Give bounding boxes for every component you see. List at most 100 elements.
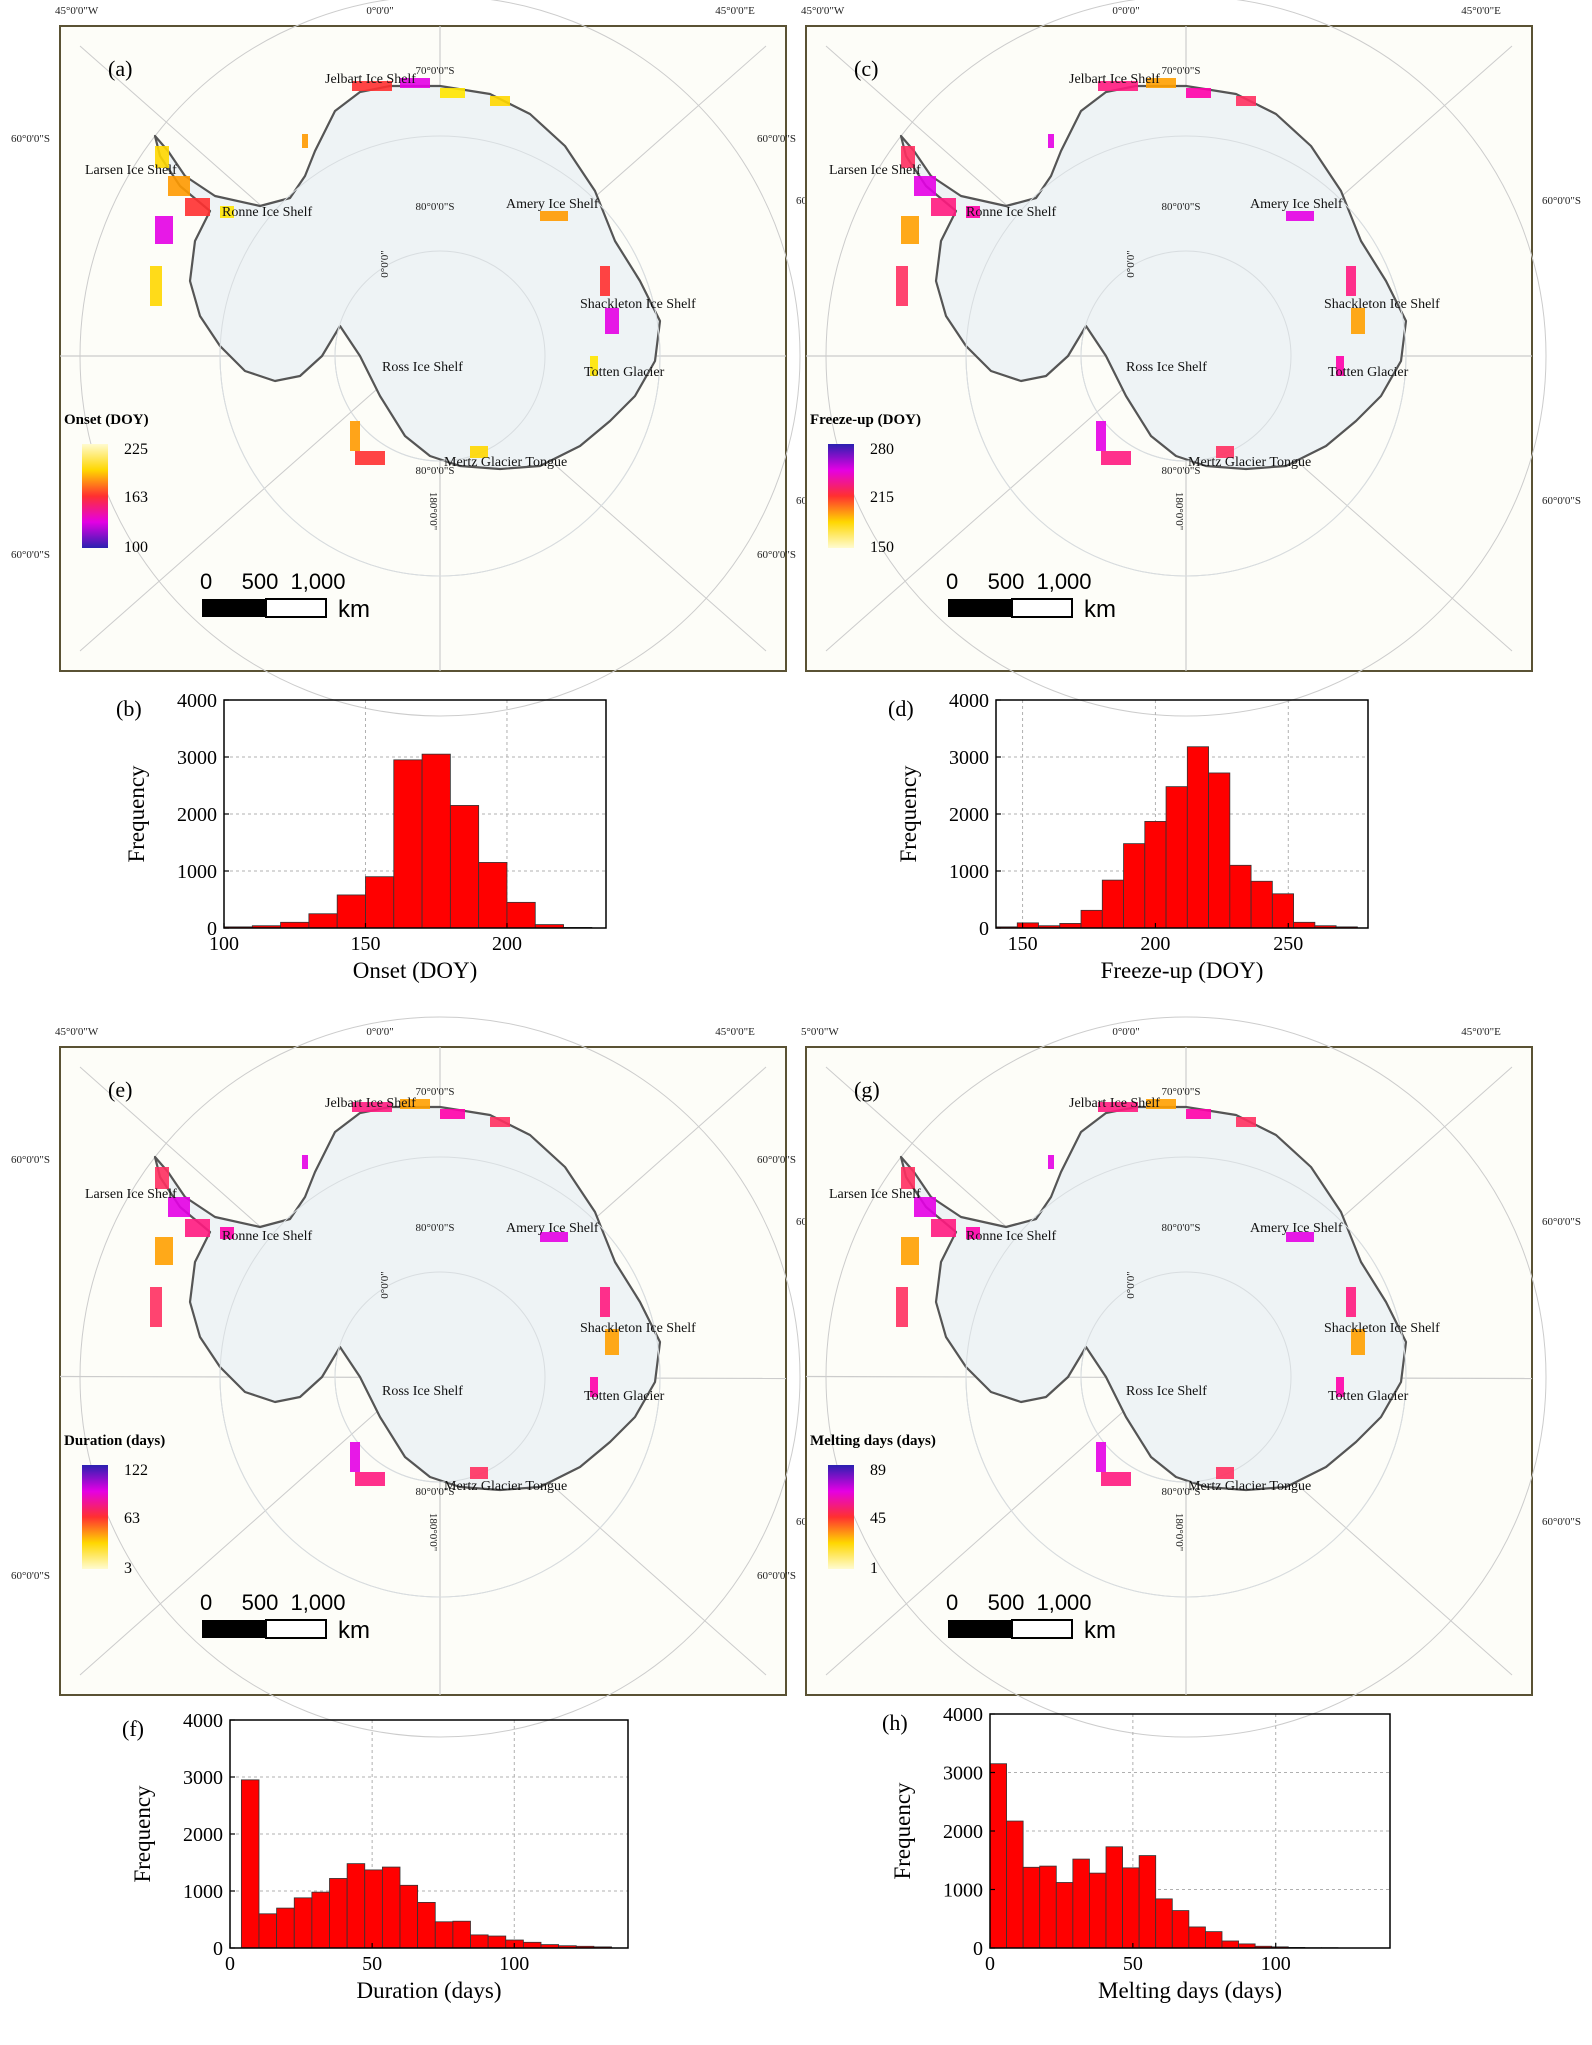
place-label-ross: Ross Ice Shelf <box>382 1384 463 1399</box>
histogram-bar <box>1293 921 1316 929</box>
latitude-circle <box>825 0 1547 717</box>
scalebar-black <box>948 599 1012 617</box>
histogram-bar <box>276 1907 295 1949</box>
melt-patch <box>931 198 956 216</box>
y-tick-label: 3000 <box>183 1767 223 1789</box>
histogram-bar <box>1072 1858 1090 1949</box>
histogram-bar <box>1229 864 1252 929</box>
histogram-bar <box>1105 1846 1123 1949</box>
melt-patch <box>540 211 568 221</box>
y-tick-label: 4000 <box>943 1704 983 1726</box>
place-label-shackleton: Shackleton Ice Shelf <box>580 297 696 312</box>
legend-mid: 215 <box>870 489 894 506</box>
melt-patch <box>490 96 510 106</box>
lat-label: 80°0'0"S <box>416 1486 455 1498</box>
place-label-ronne: Ronne Ice Shelf <box>222 205 313 220</box>
antarctica <box>150 1099 662 1598</box>
scalebar-1000: 1,000 <box>290 1590 345 1615</box>
histogram-bar <box>240 1779 260 1949</box>
panel-label: (b) <box>116 696 142 721</box>
lon-label: 45°0'0"E <box>1461 5 1501 17</box>
scalebar-white <box>265 598 327 618</box>
histogram-bar <box>1205 1931 1223 1949</box>
y-tick-label: 4000 <box>177 690 217 712</box>
legend-colorbar <box>82 444 108 548</box>
place-label-jelbart: Jelbart Ice Shelf <box>325 72 416 87</box>
histogram-bar <box>478 862 508 929</box>
place-label-totten: Totten Glacier <box>584 1389 665 1404</box>
lat-label: 80°0'0"S <box>1162 1486 1201 1498</box>
place-label-totten: Totten Glacier <box>1328 1389 1409 1404</box>
melt-patch <box>302 1155 308 1169</box>
legend-mid: 163 <box>124 489 148 506</box>
histogram-bar <box>280 921 310 929</box>
place-label-shackleton: Shackleton Ice Shelf <box>1324 1321 1440 1336</box>
histogram-bar <box>1039 1865 1057 1949</box>
y-tick-label: 1000 <box>949 861 989 883</box>
legend-mid: 45 <box>870 1510 886 1527</box>
histogram-bar <box>346 1863 366 1949</box>
melt-patch <box>914 176 936 196</box>
meridian-label: 0°0'0" <box>1125 250 1137 277</box>
lat-label: 60°0'0"S <box>11 1570 50 1582</box>
melt-patch <box>1351 1329 1365 1355</box>
lat-label: 70°0'0"S <box>1162 65 1201 77</box>
lon-label: 45°0'0"W <box>55 5 99 17</box>
melt-patch <box>1146 78 1176 88</box>
x-axis-label: Freeze-up (DOY) <box>1101 958 1264 983</box>
meridian-label: 180°0'0" <box>1173 492 1185 530</box>
melt-patch <box>168 1197 190 1217</box>
histogram-bar <box>434 1921 454 1949</box>
lat-label: 80°0'0"S <box>1162 465 1201 477</box>
legend-title: Duration (days) <box>64 1433 165 1449</box>
place-label-ronne: Ronne Ice Shelf <box>966 205 1057 220</box>
histogram-bar <box>1221 1940 1239 1949</box>
lat-label: 60°0'0"S <box>11 1154 50 1166</box>
scalebar-unit: km <box>338 596 370 623</box>
histogram-bar <box>989 1763 1007 1949</box>
y-tick-label: 2000 <box>177 804 217 826</box>
scalebar-white <box>1011 598 1073 618</box>
x-axis-label: Onset (DOY) <box>353 958 478 983</box>
scalebar-unit: km <box>338 1617 370 1644</box>
lat-label: 80°0'0"S <box>416 465 455 477</box>
place-label-larsen: Larsen Ice Shelf <box>85 1187 177 1202</box>
histogram-bar <box>1006 1820 1024 1949</box>
panel-label: (e) <box>108 1077 132 1102</box>
lon-label: 0°0'0" <box>1112 1026 1139 1038</box>
y-tick-label: 1000 <box>183 1881 223 1903</box>
map-panel: 45°0'0"W 0°0'0" 45°0'0"E 60°0'0"S 60°0'0"S 60… <box>757 0 1581 717</box>
melt-patch <box>590 356 598 376</box>
map-panel: 5°0'0"W 0°0'0" 45°0'0"E 60°0'0"S 60°0'0"S 60°… <box>757 1016 1581 1738</box>
scalebar-500: 500 <box>242 569 279 594</box>
place-label-shackleton: Shackleton Ice Shelf <box>580 1321 696 1336</box>
melt-patch <box>901 1167 915 1189</box>
lat-label: 80°0'0"S <box>1162 1222 1201 1234</box>
lat-label: 60°0'0"S <box>1542 1216 1581 1228</box>
melt-patch <box>1216 1467 1234 1479</box>
scalebar-1000: 1,000 <box>1036 569 1091 594</box>
panel-label: (h) <box>882 1710 908 1735</box>
histogram-bar <box>311 1891 330 1949</box>
y-tick-label: 0 <box>973 1938 983 1960</box>
y-tick-label: 4000 <box>949 690 989 712</box>
melt-patch <box>1351 308 1365 334</box>
place-label-mertz: Mertz Glacier Tongue <box>1188 1479 1311 1494</box>
scalebar-0: 0 <box>200 1590 212 1615</box>
latitude-circle <box>825 1016 1547 1738</box>
scalebar-black <box>202 599 266 617</box>
latitude-circle <box>1080 1271 1292 1483</box>
legend-max: 89 <box>870 1462 886 1479</box>
x-tick-label: 0 <box>225 1953 235 1975</box>
lat-label: 60°0'0"S <box>1542 495 1581 507</box>
melt-patch <box>400 1099 430 1109</box>
melt-patch <box>440 88 465 98</box>
melt-patch <box>1101 1472 1131 1486</box>
maps-layer: 45°0'0"W 0°0'0" 45°0'0"E 60°0'0"S 60°0'0"S 60… <box>11 0 1581 1738</box>
y-axis-label: Frequency <box>124 765 149 863</box>
place-label-amery: Amery Ice Shelf <box>1250 197 1343 212</box>
coastline <box>899 84 1408 471</box>
histogram-bar <box>329 1878 348 1949</box>
y-tick-label: 4000 <box>183 1710 223 1732</box>
